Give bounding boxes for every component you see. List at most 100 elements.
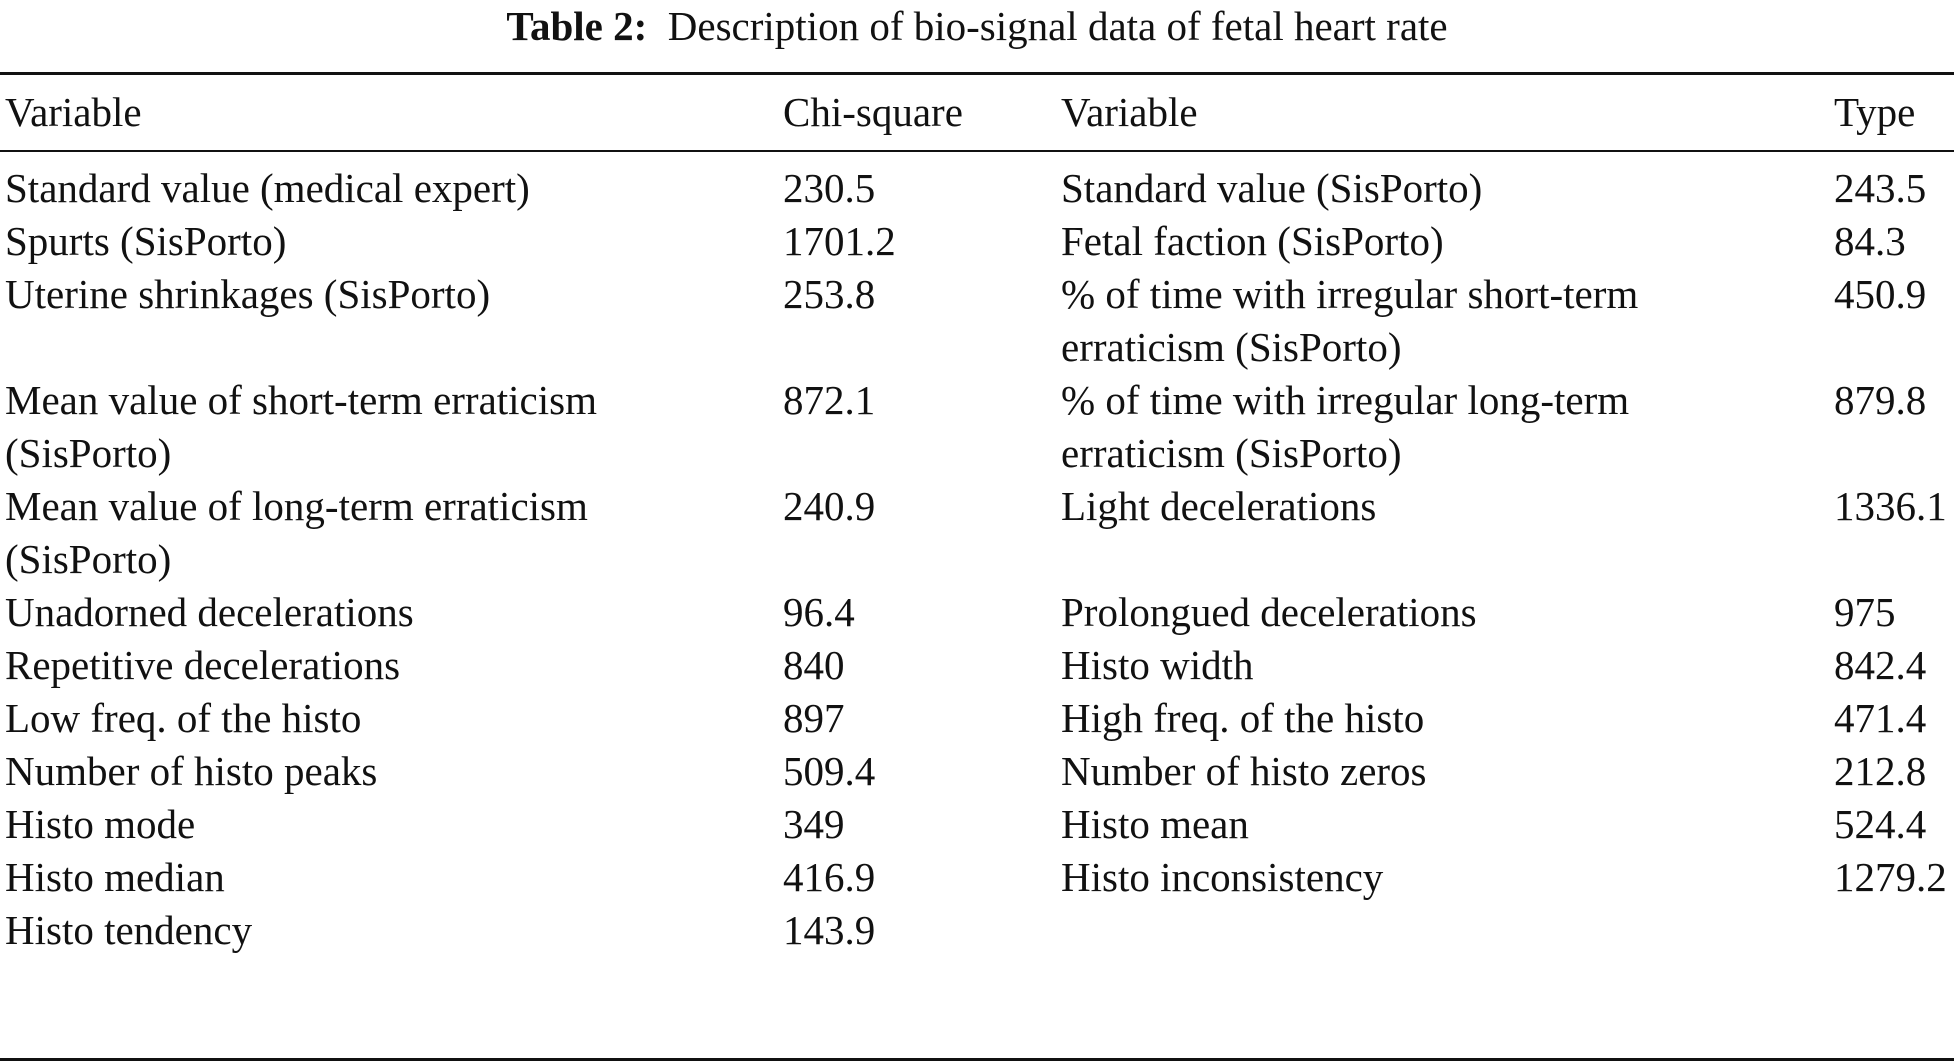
cell-chi-square: 230.5	[783, 165, 876, 211]
cell-variable: Uterine shrinkages (SisPorto)	[0, 268, 778, 374]
column-header-type: Type	[1834, 89, 1916, 135]
cell-variable-2-line: erraticism (SisPorto)	[1061, 324, 1402, 370]
cell-variable: Number of histo peaks	[0, 745, 778, 798]
table-bottom-rule	[0, 1058, 1954, 1061]
cell-variable-line: Repetitive decelerations	[5, 642, 401, 688]
cell-variable-2: % of time with irregular short-term errat…	[1056, 268, 1829, 374]
cell-variable-line: Histo mode	[5, 801, 196, 847]
cell-variable-line: (SisPorto)	[5, 430, 172, 476]
cell-variable-2: Standard value (SisPorto)	[1056, 150, 1829, 215]
cell-variable: Unadorned decelerations	[0, 586, 778, 639]
cell-type: 84.3	[1834, 218, 1906, 264]
table-caption-label: Table 2:	[506, 3, 648, 49]
cell-chi-square: 96.4	[783, 589, 855, 635]
cell-variable-2-line: % of time with irregular long-term	[1061, 377, 1630, 423]
cell-chi-square: 840	[783, 642, 845, 688]
cell-variable-line: Spurts (SisPorto)	[5, 218, 287, 264]
table-row: Histo mode 349 Histo mean 524.4	[0, 798, 1954, 851]
cell-variable: Spurts (SisPorto)	[0, 215, 778, 268]
cell-chi-square: 143.9	[783, 907, 876, 953]
cell-variable-2-line: Light decelerations	[1061, 483, 1377, 529]
table-row: Repetitive decelerations 840 Histo width 84…	[0, 639, 1954, 692]
cell-type: 1279.2	[1834, 854, 1947, 900]
cell-variable-2: Fetal faction (SisPorto)	[1056, 215, 1829, 268]
cell-variable: Mean value of long-term erraticism (SisPo…	[0, 480, 778, 586]
cell-variable-line: (SisPorto)	[5, 536, 172, 582]
cell-variable-2: % of time with irregular long-term errati…	[1056, 374, 1829, 480]
cell-variable-line: Uterine shrinkages (SisPorto)	[5, 271, 491, 317]
cell-type: 450.9	[1834, 271, 1927, 317]
cell-variable-2: Light decelerations	[1056, 480, 1829, 586]
table-caption-text: Description of bio-signal data of fetal …	[667, 3, 1448, 49]
cell-variable-2: Histo mean	[1056, 798, 1829, 851]
cell-variable-line: Histo median	[5, 854, 225, 900]
cell-chi-square: 416.9	[783, 854, 876, 900]
cell-variable: Repetitive decelerations	[0, 639, 778, 692]
table-row: Spurts (SisPorto) 1701.2 Fetal faction (Si…	[0, 215, 1954, 268]
cell-variable-line: Low freq. of the histo	[5, 695, 362, 741]
cell-variable-2-line: Histo width	[1061, 642, 1254, 688]
cell-variable-2-line: erraticism (SisPorto)	[1061, 430, 1402, 476]
cell-type	[1829, 904, 1954, 957]
table-row: Histo median 416.9 Histo inconsistency 1279…	[0, 851, 1954, 904]
table-row: Number of histo peaks 509.4 Number of hist…	[0, 745, 1954, 798]
table-row: Uterine shrinkages (SisPorto) 253.8 % of t…	[0, 268, 1954, 374]
table-body: Standard value (medical expert) 230.5 Stan…	[0, 150, 1954, 957]
cell-variable-2-line: Histo inconsistency	[1061, 854, 1384, 900]
cell-variable-2	[1056, 904, 1829, 957]
column-header-variable: Variable	[5, 89, 142, 135]
table-header-rule	[0, 150, 1954, 152]
cell-variable-2: Histo width	[1056, 639, 1829, 692]
table-row: Standard value (medical expert) 230.5 Stan…	[0, 150, 1954, 215]
cell-variable: Histo median	[0, 851, 778, 904]
cell-variable-2-line: Fetal faction (SisPorto)	[1061, 218, 1444, 264]
cell-variable: Histo mode	[0, 798, 778, 851]
cell-variable-2: Number of histo zeros	[1056, 745, 1829, 798]
table-header-row: Variable Chi-square Variable Type	[0, 82, 1954, 150]
cell-type: 243.5	[1834, 165, 1927, 211]
cell-variable: Standard value (medical expert)	[0, 150, 778, 215]
cell-chi-square: 1701.2	[783, 218, 896, 264]
column-header-chi-square: Chi-square	[783, 89, 963, 135]
table-row: Mean value of long-term erraticism (SisPo…	[0, 480, 1954, 586]
cell-variable-2: Prolongued decelerations	[1056, 586, 1829, 639]
column-header-variable-2: Variable	[1061, 89, 1198, 135]
cell-chi-square: 253.8	[783, 271, 876, 317]
cell-type: 1336.1	[1834, 483, 1947, 529]
cell-type: 212.8	[1834, 748, 1927, 794]
table-row: Low freq. of the histo 897 High freq. of t…	[0, 692, 1954, 745]
cell-variable-2: Histo inconsistency	[1056, 851, 1829, 904]
cell-type: 842.4	[1834, 642, 1927, 688]
cell-variable-2-line: Number of histo zeros	[1061, 748, 1427, 794]
cell-type: 471.4	[1834, 695, 1927, 741]
cell-variable-2-line: Histo mean	[1061, 801, 1249, 847]
cell-variable-line: Histo tendency	[5, 907, 253, 953]
data-table: Variable Chi-square Variable Type Standa…	[0, 82, 1954, 957]
table-row: Mean value of short-term erraticism (SisP…	[0, 374, 1954, 480]
cell-variable-2-line: High freq. of the histo	[1061, 695, 1425, 741]
cell-variable-line: Number of histo peaks	[5, 748, 378, 794]
cell-type: 879.8	[1834, 377, 1927, 423]
cell-variable-line: Standard value (medical expert)	[5, 165, 530, 211]
cell-type: 975	[1834, 589, 1896, 635]
cell-chi-square: 349	[783, 801, 845, 847]
cell-variable-2: High freq. of the histo	[1056, 692, 1829, 745]
table-caption: Table 2: Description of bio-signal data …	[0, 0, 1954, 52]
cell-chi-square: 509.4	[783, 748, 876, 794]
table-row: Histo tendency 143.9	[0, 904, 1954, 957]
cell-chi-square: 897	[783, 695, 845, 741]
cell-chi-square: 872.1	[783, 377, 876, 423]
cell-variable: Histo tendency	[0, 904, 778, 957]
cell-variable-2-line: % of time with irregular short-term	[1061, 271, 1639, 317]
table-row: Unadorned decelerations 96.4 Prolongued de…	[0, 586, 1954, 639]
cell-variable: Mean value of short-term erraticism (SisP…	[0, 374, 778, 480]
cell-type: 524.4	[1834, 801, 1927, 847]
cell-variable-2-line: Standard value (SisPorto)	[1061, 165, 1483, 211]
cell-variable-line: Unadorned decelerations	[5, 589, 414, 635]
cell-variable-2-line: Prolongued decelerations	[1061, 589, 1477, 635]
cell-variable-line: Mean value of short-term erraticism	[5, 377, 597, 423]
cell-variable: Low freq. of the histo	[0, 692, 778, 745]
cell-chi-square: 240.9	[783, 483, 876, 529]
table-top-rule	[0, 72, 1954, 75]
